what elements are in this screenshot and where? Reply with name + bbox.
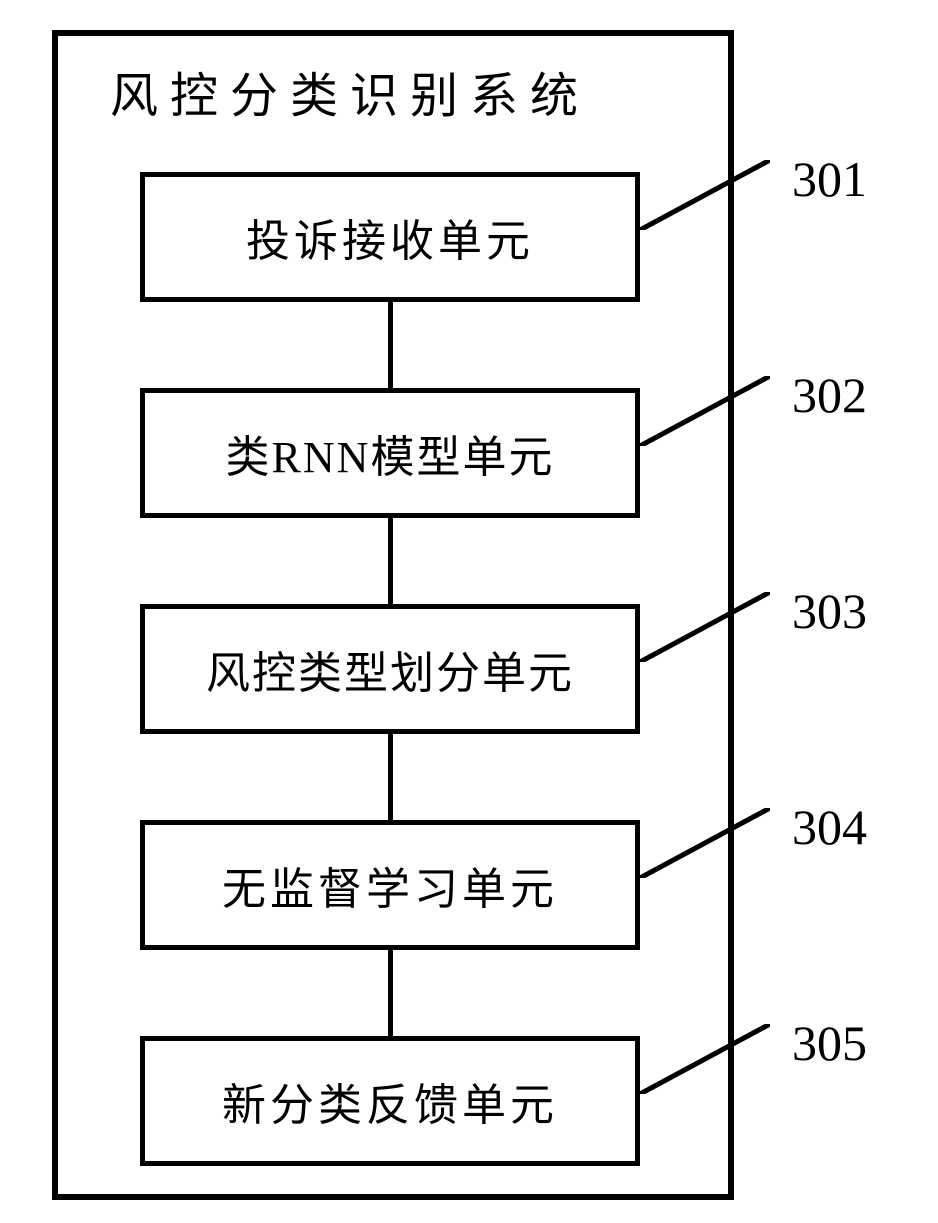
unit-box-301: 投诉接收单元 — [140, 172, 640, 302]
unit-box-303: 风控类型划分单元 — [140, 604, 640, 734]
connector-1-2 — [388, 302, 393, 388]
label-301: 301 — [792, 150, 867, 208]
unit-box-305: 新分类反馈单元 — [140, 1036, 640, 1166]
system-title: 风控分类识别系统 — [110, 56, 590, 126]
label-302: 302 — [792, 366, 867, 424]
label-303: 303 — [792, 582, 867, 640]
unit-box-304: 无监督学习单元 — [140, 820, 640, 950]
label-304: 304 — [792, 798, 867, 856]
connector-3-4 — [388, 734, 393, 820]
connector-2-3 — [388, 518, 393, 604]
label-305: 305 — [792, 1014, 867, 1072]
unit-box-302: 类RNN模型单元 — [140, 388, 640, 518]
connector-4-5 — [388, 950, 393, 1036]
